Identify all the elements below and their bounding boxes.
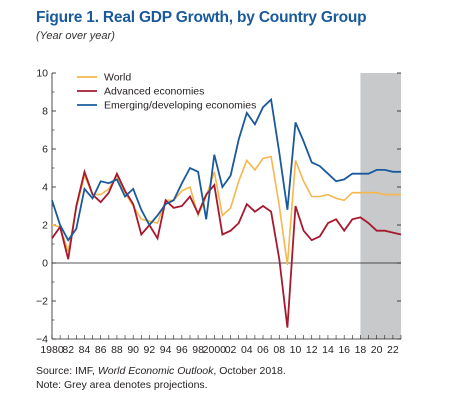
y-tick-label: −4: [36, 334, 48, 346]
x-tick-label: 14: [322, 344, 334, 356]
source-prefix: Source: IMF,: [36, 365, 98, 377]
y-tick-label: −2: [36, 296, 48, 308]
x-tick-label: 02: [225, 344, 237, 356]
x-tick-label: 2000: [203, 344, 227, 356]
x-tick-label: 86: [95, 344, 107, 356]
y-tick-label: 4: [42, 182, 48, 194]
x-tick-label: 92: [144, 344, 156, 356]
legend-label-world: World: [104, 72, 131, 84]
source-suffix: , October 2018.: [213, 365, 286, 377]
x-tick-label: 22: [387, 344, 399, 356]
legend-label-advanced: Advanced economies: [104, 86, 204, 98]
x-tick-label: 1980: [40, 344, 64, 356]
y-tick-label: 8: [42, 106, 48, 118]
y-tick-label: 2: [42, 220, 48, 232]
series-line-world: [51, 155, 401, 266]
x-tick-label: 12: [306, 344, 318, 356]
legend-label-emerging: Emerging/developing economies: [104, 100, 256, 112]
x-tick-label: 10: [290, 344, 302, 356]
x-tick-label: 96: [176, 344, 188, 356]
series-line-emerging: [51, 97, 401, 242]
y-tick-label: 10: [36, 68, 48, 80]
x-tick-label: 18: [355, 344, 367, 356]
chart-subtitle: (Year over year): [36, 30, 115, 42]
x-tick-label: 94: [160, 344, 172, 356]
x-tick-label: 84: [79, 344, 91, 356]
projection-area: [360, 73, 401, 339]
source-publication: World Economic Outlook: [97, 365, 214, 377]
x-tick-label: 16: [338, 344, 350, 356]
x-tick-label: 82: [62, 344, 74, 356]
x-tick-label: 98: [192, 344, 204, 356]
chart-title: Figure 1. Real GDP Growth, by Country Gr…: [36, 9, 367, 26]
x-tick-label: 08: [273, 344, 285, 356]
y-tick-label: 6: [42, 144, 48, 156]
x-tick-label: 04: [241, 344, 253, 356]
x-tick-label: 88: [111, 344, 123, 356]
x-tick-label: 20: [371, 344, 383, 356]
series-line-advanced: [51, 168, 402, 328]
projection-note: Note: Grey area denotes projections.: [36, 379, 208, 391]
x-tick-label: 90: [127, 344, 139, 356]
source-note: Source: IMF, World Economic Outlook, Oct…: [36, 365, 286, 377]
x-tick-label: 06: [257, 344, 269, 356]
y-tick-label: 0: [42, 258, 48, 270]
